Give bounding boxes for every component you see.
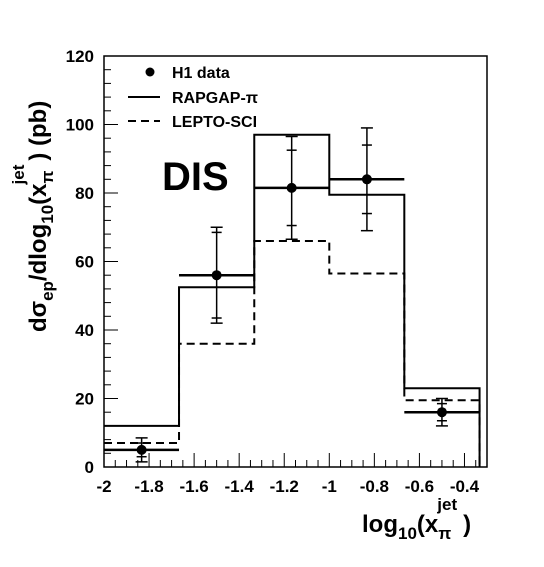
x-tick-label: -1.4 <box>225 477 255 496</box>
data-point <box>286 182 297 193</box>
x-tick-label: -2 <box>96 477 111 496</box>
histogram-rapgap <box>104 133 481 467</box>
legend-marker-h1-data <box>145 67 155 77</box>
legend-label-rapgap: RAPGAP-π <box>172 90 258 107</box>
x-tick-label: -1.8 <box>134 477 163 496</box>
data-point <box>436 407 447 418</box>
y-tick-label: 0 <box>85 458 94 477</box>
y-tick-label: 100 <box>66 116 94 135</box>
data-point <box>211 270 222 281</box>
histogram-lepto-sci <box>104 239 481 467</box>
y-tick-label: 20 <box>75 390 94 409</box>
plot-frame <box>103 55 488 468</box>
x-tick-label: -1.2 <box>270 477 299 496</box>
x-tick-label: -0.4 <box>450 477 480 496</box>
dis-annotation: DIS <box>162 155 229 199</box>
y-axis-label: dσep/dlog10(xπjet) (pb) <box>9 101 57 332</box>
x-tick-label: -0.6 <box>405 477 434 496</box>
legend-label-h1-data: H1 data <box>172 65 230 82</box>
x-tick-label: -1 <box>322 477 337 496</box>
data-point <box>136 444 147 455</box>
data-point <box>361 174 372 185</box>
x-tick-label: -1.6 <box>179 477 208 496</box>
y-tick-label: 80 <box>75 184 94 203</box>
legend-label-lepto: LEPTO-SCI <box>172 114 257 131</box>
y-tick-label: 120 <box>66 47 94 66</box>
x-axis-label: log10(xπjet) <box>362 495 471 543</box>
x-tick-label: -0.8 <box>360 477 389 496</box>
y-tick-label: 60 <box>75 253 94 272</box>
y-tick-label: 40 <box>75 321 94 340</box>
